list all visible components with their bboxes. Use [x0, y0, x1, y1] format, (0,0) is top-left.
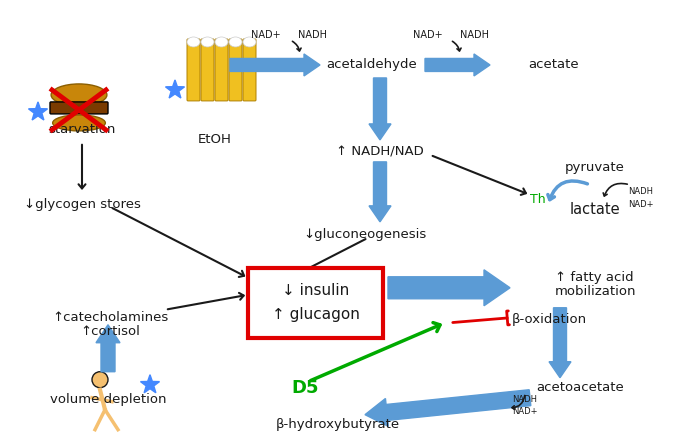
Polygon shape [141, 375, 160, 393]
Polygon shape [388, 270, 510, 306]
Text: NAD+: NAD+ [414, 30, 443, 40]
Ellipse shape [51, 84, 107, 106]
Text: NAD+: NAD+ [512, 407, 538, 416]
Text: ↑ NADH/NAD: ↑ NADH/NAD [336, 145, 424, 158]
Text: starvation: starvation [48, 123, 116, 136]
Polygon shape [549, 308, 571, 378]
Text: mobilization: mobilization [555, 285, 636, 298]
FancyBboxPatch shape [50, 102, 108, 114]
Text: EtOH: EtOH [198, 133, 232, 146]
Text: volume depletion: volume depletion [50, 393, 167, 406]
Polygon shape [425, 54, 490, 76]
Polygon shape [165, 80, 185, 98]
Text: NADH: NADH [628, 187, 653, 196]
Ellipse shape [243, 37, 256, 47]
Text: NADH: NADH [512, 395, 537, 404]
Text: acetate: acetate [528, 58, 579, 71]
Text: NAD+: NAD+ [251, 30, 281, 40]
Text: ↑ glucagon: ↑ glucagon [272, 307, 359, 322]
Polygon shape [365, 390, 531, 427]
Text: ↓ insulin: ↓ insulin [282, 283, 349, 298]
Text: β-hydroxybutyrate: β-hydroxybutyrate [276, 418, 400, 431]
Text: NADH: NADH [298, 30, 327, 40]
FancyBboxPatch shape [201, 39, 214, 101]
Text: lactate: lactate [570, 202, 620, 217]
FancyBboxPatch shape [187, 39, 200, 101]
Text: NAD+: NAD+ [628, 200, 654, 209]
Ellipse shape [52, 115, 106, 131]
Ellipse shape [215, 37, 228, 47]
FancyBboxPatch shape [229, 39, 242, 101]
Polygon shape [369, 78, 391, 140]
Polygon shape [230, 54, 320, 76]
Text: ↑catecholamines: ↑catecholamines [52, 311, 168, 324]
Ellipse shape [187, 37, 200, 47]
Text: acetaldehyde: acetaldehyde [327, 58, 417, 71]
Text: D5: D5 [291, 379, 318, 397]
Text: pyruvate: pyruvate [565, 162, 625, 174]
FancyBboxPatch shape [248, 268, 383, 338]
Text: ↓gluconeogenesis: ↓gluconeogenesis [303, 228, 426, 241]
Text: ↓glycogen stores: ↓glycogen stores [24, 198, 141, 211]
FancyBboxPatch shape [243, 39, 256, 101]
Ellipse shape [229, 37, 242, 47]
Text: β-oxidation: β-oxidation [512, 313, 587, 326]
Polygon shape [369, 162, 391, 222]
Text: ↑ fatty acid: ↑ fatty acid [555, 271, 634, 284]
FancyBboxPatch shape [215, 39, 228, 101]
Text: ↑cortisol: ↑cortisol [80, 325, 140, 338]
Ellipse shape [201, 37, 214, 47]
Polygon shape [96, 325, 120, 372]
Polygon shape [29, 102, 48, 120]
Text: NADH: NADH [460, 30, 489, 40]
Text: acetoacetate: acetoacetate [536, 381, 624, 394]
Text: Th: Th [530, 194, 546, 207]
Circle shape [92, 372, 108, 388]
